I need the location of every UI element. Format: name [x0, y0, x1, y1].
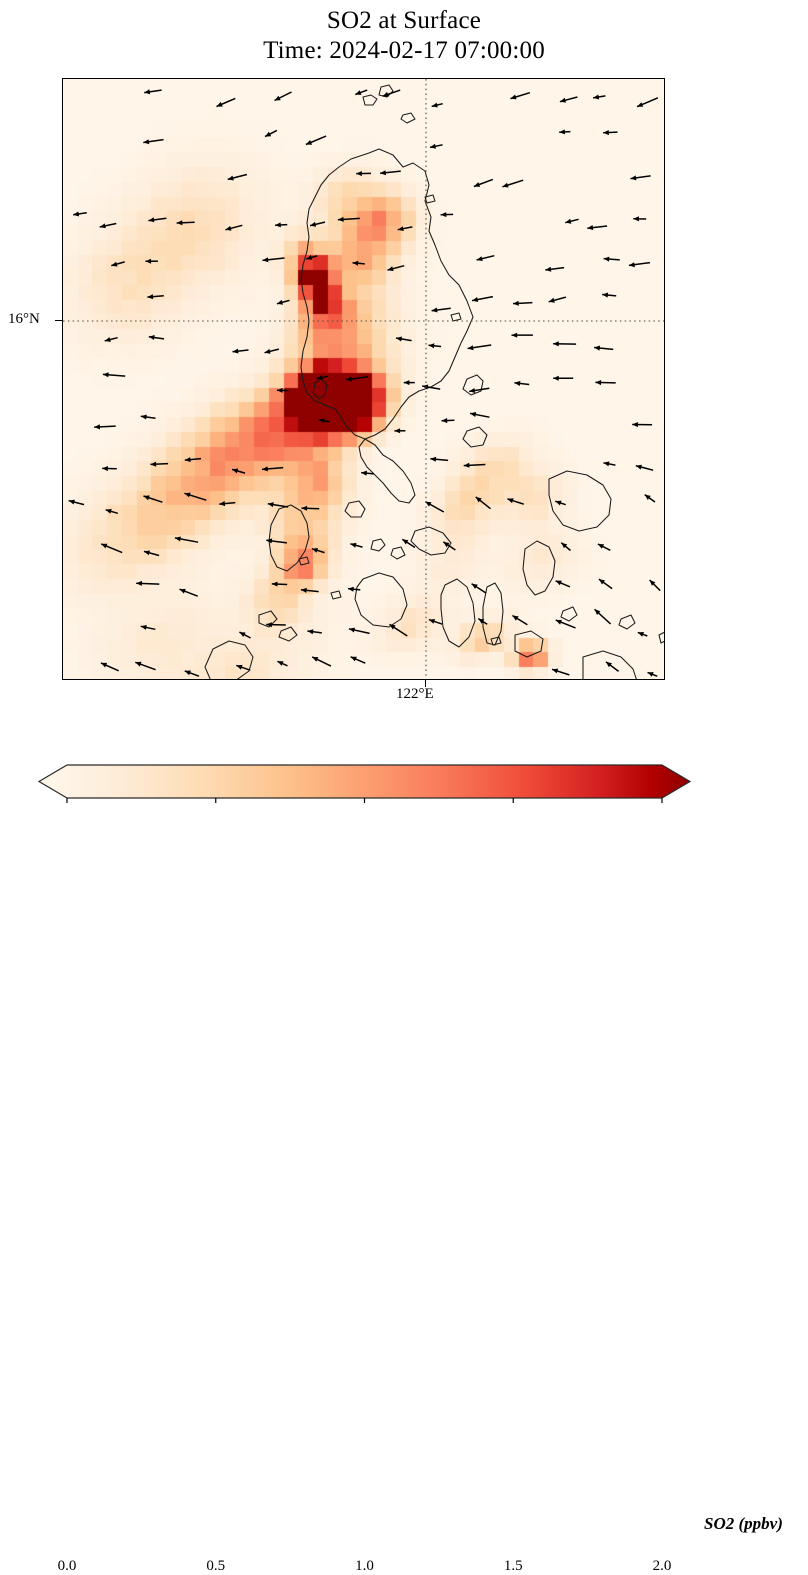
latitude-axis-label: 16°N: [8, 311, 40, 328]
colorbar-tick-label: 0.5: [206, 1558, 225, 1575]
colorbar-tick-label: 2.0: [653, 1558, 672, 1575]
colorbar-ticks: [67, 798, 662, 803]
map-plot-area: [62, 78, 665, 680]
colorbar-graphic: [0, 752, 808, 839]
colorbar-tick-label: 1.5: [504, 1558, 523, 1575]
gridline-overlay: [63, 79, 665, 680]
colorbar-gradient-bar: [39, 765, 690, 798]
title-line-variable: SO2 at Surface: [0, 6, 808, 36]
title-line-time: Time: 2024-02-17 07:00:00: [0, 36, 808, 66]
colorbar-tick-label: 0.0: [58, 1558, 77, 1575]
colorbar-unit-label: SO2 (ppbv): [704, 1514, 783, 1534]
lat-tick-16n: [55, 320, 62, 321]
figure-title: SO2 at Surface Time: 2024-02-17 07:00:00: [0, 6, 808, 65]
colorbar-tick-label: 1.0: [355, 1558, 374, 1575]
longitude-axis-label: 122°E: [396, 686, 434, 703]
